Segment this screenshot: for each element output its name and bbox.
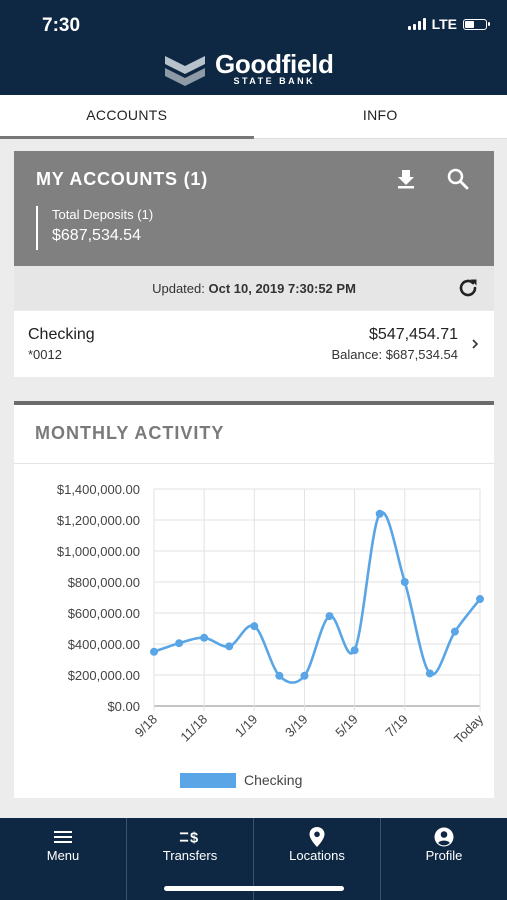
y-tick-label: $1,000,000.00 — [57, 544, 140, 559]
data-point — [200, 633, 209, 642]
nav-locations-label: Locations — [289, 848, 345, 863]
logo-chevron-icon — [165, 56, 205, 86]
brand-name: Goodfield — [215, 49, 334, 79]
y-tick-label: $1,200,000.00 — [57, 513, 140, 528]
x-tick-label: 11/18 — [177, 712, 210, 745]
y-tick-label: $400,000.00 — [68, 637, 140, 652]
total-deposits-label: Total Deposits (1) — [52, 207, 154, 222]
tab-info[interactable]: INFO — [362, 107, 398, 123]
data-point — [350, 646, 359, 655]
nav-locations[interactable]: Locations — [253, 818, 380, 900]
top-bar: 7:30 LTE Goodfield STATE BANK — [0, 0, 507, 95]
x-tick-label: 9/18 — [132, 712, 161, 741]
nav-menu-label: Menu — [46, 848, 80, 863]
total-deposits: Total Deposits (1) $687,534.54 — [36, 206, 153, 250]
status-time: 7:30 — [42, 15, 81, 36]
account-name: Checking — [28, 326, 95, 343]
nav-transfers[interactable]: $ Transfers — [126, 818, 253, 900]
transfers-icon: $ — [179, 826, 201, 848]
data-point — [150, 647, 158, 656]
x-tick-label: 7/19 — [382, 712, 411, 741]
nav-profile-label: Profile — [425, 848, 463, 863]
updated-text: Updated: Oct 10, 2019 7:30:52 PM — [14, 281, 494, 296]
signal-icon — [407, 18, 426, 30]
updated-bar: Updated: Oct 10, 2019 7:30:52 PM — [14, 266, 494, 310]
data-point — [425, 669, 434, 678]
y-tick-label: $600,000.00 — [68, 606, 140, 621]
home-indicator — [164, 886, 344, 891]
legend-label: Checking — [244, 772, 302, 788]
accounts-title: MY ACCOUNTS (1) — [36, 169, 209, 189]
data-point — [175, 639, 184, 648]
divider — [14, 463, 494, 464]
brand-subtitle: STATE BANK — [233, 76, 316, 86]
brand-logo: Goodfield STATE BANK — [163, 49, 334, 86]
search-icon[interactable] — [444, 165, 472, 193]
y-tick-label: $0.00 — [107, 699, 140, 714]
series-line-checking — [153, 510, 482, 684]
data-point — [400, 578, 409, 586]
y-tick-label: $1,400,000.00 — [57, 482, 140, 497]
x-tick-label: 5/19 — [332, 712, 361, 741]
x-tick-label: Today — [451, 711, 486, 746]
account-available-amount: $547,454.71 — [369, 326, 458, 343]
refresh-icon[interactable] — [456, 276, 480, 300]
battery-icon — [463, 18, 490, 30]
tab-accounts[interactable]: ACCOUNTS — [0, 95, 254, 139]
accounts-header: MY ACCOUNTS (1) Total Deposits (1) $687,… — [14, 151, 494, 266]
monthly-activity-title: MONTHLY ACTIVITY — [35, 423, 225, 443]
data-point — [300, 671, 309, 680]
x-tick-label: 3/19 — [282, 712, 311, 741]
nav-transfers-label: Transfers — [162, 848, 218, 863]
nav-profile[interactable]: Profile — [380, 818, 507, 900]
account-balance: Balance: $687,534.54 — [331, 347, 459, 362]
tab-bar: ACCOUNTS INFO — [0, 95, 507, 139]
x-tick-label: 1/19 — [232, 712, 261, 741]
data-point — [450, 627, 459, 636]
svg-text:$: $ — [190, 831, 198, 847]
profile-icon — [433, 826, 455, 848]
data-point — [275, 671, 284, 680]
data-point — [250, 622, 259, 631]
menu-icon — [52, 826, 74, 848]
account-row-checking[interactable]: Checking *0012 $547,454.71 Balance: $687… — [14, 311, 494, 377]
monthly-activity-card: MONTHLY ACTIVITY $0.00 $200,000.00 $400,00… — [14, 401, 494, 798]
updated-prefix: Updated: — [152, 281, 205, 296]
y-tick-label: $800,000.00 — [68, 575, 140, 590]
network-label: LTE — [431, 16, 457, 32]
y-tick-label: $200,000.00 — [68, 668, 140, 683]
data-point — [476, 595, 484, 604]
account-number: *0012 — [28, 347, 62, 362]
data-point — [325, 612, 334, 621]
legend-swatch — [180, 773, 236, 788]
data-point — [375, 509, 384, 518]
monthly-activity-chart: $0.00 $200,000.00 $400,000.00 $600,000.00 $8… — [57, 482, 486, 788]
chevron-right-icon — [472, 339, 479, 349]
status-indicators: LTE — [407, 16, 490, 32]
updated-timestamp: Oct 10, 2019 7:30:52 PM — [208, 281, 356, 296]
location-pin-icon — [306, 826, 328, 848]
download-icon[interactable] — [392, 165, 420, 193]
nav-menu[interactable]: Menu — [0, 818, 126, 900]
data-point — [225, 642, 234, 651]
total-deposits-value: $687,534.54 — [52, 227, 141, 244]
